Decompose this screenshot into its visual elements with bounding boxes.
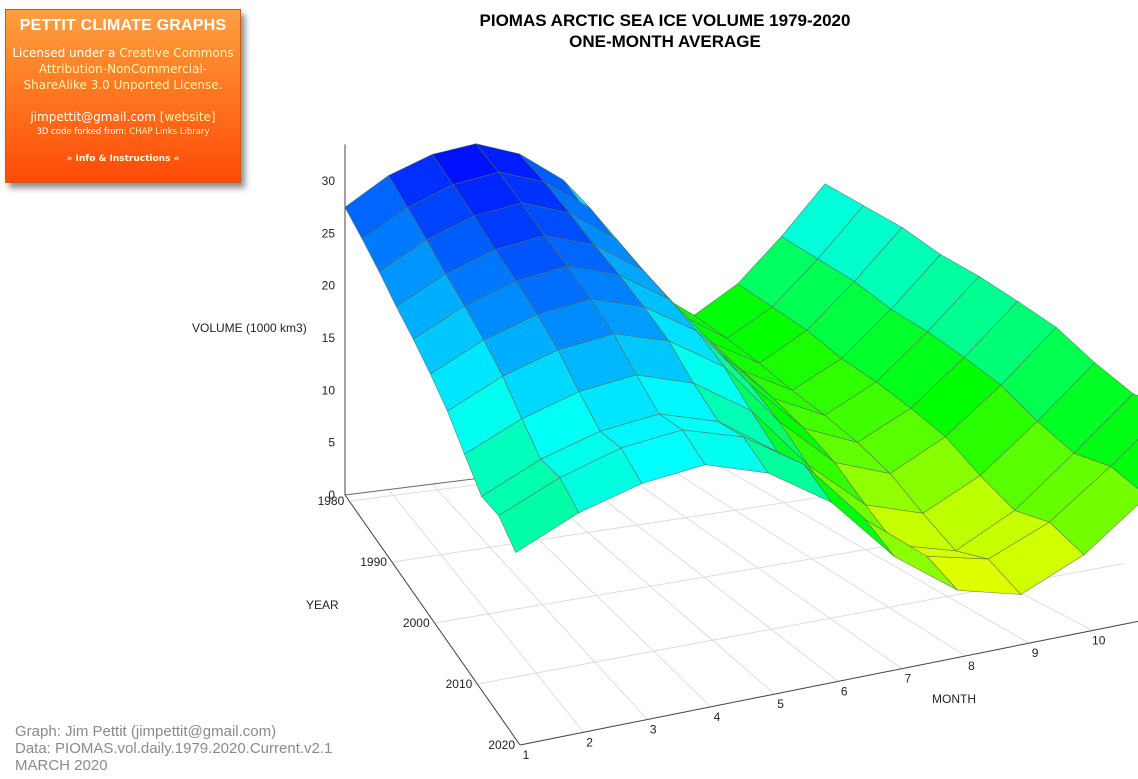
volume-tick-label: 25 (322, 226, 336, 240)
grid-line-month (650, 456, 966, 657)
year-tick-label: 2000 (403, 616, 430, 630)
info-instructions-link[interactable]: » Info & Instructions « (66, 154, 180, 164)
month-tick-label: 7 (904, 672, 911, 686)
volume-tick-label: 30 (322, 174, 336, 188)
month-tick-label: 1 (523, 748, 530, 762)
month-tick-label: 6 (841, 684, 848, 698)
grid-line-year (519, 620, 1138, 746)
grid-line-month (693, 450, 1030, 644)
month-tick-label: 3 (650, 723, 657, 737)
volume-tick-label: 15 (322, 331, 336, 345)
license-text: Licensed under a Creative Commons Attrib… (6, 45, 240, 93)
email-text: jimpettit@gmail.com (30, 110, 156, 124)
volume-tick-label: 5 (328, 436, 335, 450)
surface-cell (1048, 465, 1138, 556)
year-axis-title: YEAR (306, 598, 339, 612)
credit-data: Data: PIOMAS.vol.daily.1979.2020.Current… (15, 740, 333, 757)
month-tick-label: 2 (586, 735, 593, 749)
volume-tick-label: 0 (328, 488, 335, 502)
month-tick-label: 9 (1032, 646, 1039, 660)
month-axis-title: MONTH (932, 692, 976, 706)
year-tick-label: 2010 (446, 677, 473, 691)
surface[interactable] (344, 143, 1138, 595)
info-box-title: PETTIT CLIMATE GRAPHS (19, 17, 227, 34)
month-tick-label: 4 (714, 710, 721, 724)
info-box: PETTIT CLIMATE GRAPHS Licensed under a C… (5, 9, 241, 183)
month-tick-label: 5 (777, 697, 784, 711)
month-axis-line (519, 620, 1138, 746)
code-credit-line: 3D code forked from: CHAP Links Library (6, 127, 240, 137)
license-suffix: . (218, 78, 223, 92)
year-axis-line (344, 494, 521, 746)
grid-line-month (388, 489, 585, 733)
contact-line: jimpettit@gmail.com [website] (6, 110, 240, 124)
chap-library-link[interactable]: CHAP Links Library (129, 127, 210, 137)
grid-line-month (562, 467, 839, 682)
year-tick-label: 1980 (318, 494, 345, 508)
chart-subtitle: ONE-MONTH AVERAGE (569, 32, 761, 51)
volume-axis-title: VOLUME (1000 km3) (192, 321, 307, 335)
chart-title: PIOMAS ARCTIC SEA ICE VOLUME 1979-2020 (479, 11, 851, 30)
volume-tick-label: 20 (322, 279, 336, 293)
year-tick-label: 2020 (488, 738, 515, 752)
volume-tick-label: 10 (322, 383, 336, 397)
code-credit-prefix: 3D code forked from: (36, 127, 130, 137)
credit-date: MARCH 2020 (15, 757, 108, 774)
month-tick-label: 10 (1092, 633, 1106, 647)
surface-cell (1110, 439, 1138, 490)
license-link[interactable]: Creative Commons Attribution-NonCommerci… (23, 46, 234, 92)
license-prefix: Licensed under a (12, 46, 120, 60)
month-tick-label: 8 (968, 659, 975, 673)
credit-graph: Graph: Jim Pettit (jimpettit@gmail.com) (15, 723, 277, 740)
surface-cell (1073, 393, 1138, 467)
axis-labels: 0 5 10 15 20 25 30 1980 1990 2000 2010 2020 1 2 3 4 5 6 7 8… (192, 174, 1106, 762)
year-tick-label: 1990 (360, 555, 387, 569)
website-link[interactable]: [website] (159, 110, 216, 124)
grid-line-month (606, 461, 903, 670)
grid-line-month (431, 483, 648, 720)
credits: Graph: Jim Pettit (jimpettit@gmail.com) … (15, 723, 332, 774)
chart-title-block: PIOMAS ARCTIC SEA ICE VOLUME 1979-2020 O… (330, 10, 1000, 52)
